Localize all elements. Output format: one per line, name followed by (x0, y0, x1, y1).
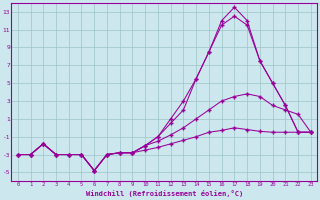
X-axis label: Windchill (Refroidissement éolien,°C): Windchill (Refroidissement éolien,°C) (86, 190, 243, 197)
